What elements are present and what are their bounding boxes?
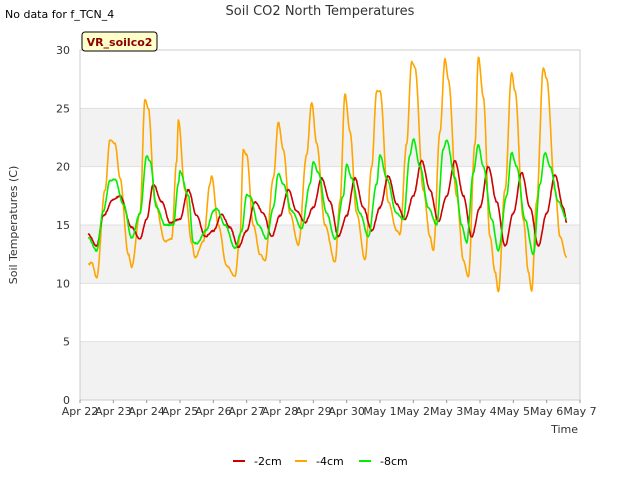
y-tick-label: 5 — [63, 336, 70, 349]
x-tick-label: Apr 24 — [128, 405, 165, 418]
x-tick-label: Apr 22 — [62, 405, 99, 418]
x-tick-label: Apr 28 — [262, 405, 299, 418]
x-tick-label: Apr 27 — [228, 405, 265, 418]
x-tick-label: Apr 30 — [328, 405, 365, 418]
y-tick-label: 20 — [56, 161, 70, 174]
y-tick-label: 15 — [56, 219, 70, 232]
x-tick-label: May 1 — [363, 405, 396, 418]
x-tick-label: Apr 29 — [295, 405, 332, 418]
legend-label: -8cm — [380, 455, 408, 468]
x-tick-label: May 6 — [530, 405, 563, 418]
plot-band — [80, 108, 580, 167]
x-tick-label: May 5 — [497, 405, 530, 418]
y-tick-label: 10 — [56, 277, 70, 290]
vr-badge-box — [81, 31, 158, 52]
x-tick-label: Apr 25 — [162, 405, 199, 418]
plot-band — [80, 225, 580, 284]
chart-title: Soil CO2 North Temperatures — [226, 4, 415, 19]
plot-frame — [79, 49, 581, 401]
y-tick-label: 0 — [63, 394, 70, 407]
y-tick-label: 30 — [56, 44, 70, 57]
no-data-note: No data for f_TCN_4 — [5, 8, 114, 21]
legend: -2cm -4cm -8cm — [233, 455, 408, 468]
x-tick-label: Apr 26 — [195, 405, 232, 418]
series-line-4cmcm — [88, 56, 568, 293]
vr-badge: VR_soilco2 — [81, 31, 158, 52]
x-tick-label: May 2 — [397, 405, 430, 418]
series-layer — [87, 56, 568, 293]
plot-band — [80, 341, 580, 400]
series-line-8cmcm — [87, 138, 568, 256]
series-line-2cmcm — [87, 159, 568, 248]
plot-background — [80, 50, 580, 400]
legend-label: -2cm — [254, 455, 282, 468]
vr-badge-label: VR_soilco2 — [87, 36, 153, 49]
x-tick-label: Apr 23 — [95, 405, 132, 418]
y-axis-label: Soil Temperatures (C) — [7, 166, 20, 285]
y-tick-label: 25 — [56, 102, 70, 115]
x-tick-label: May 4 — [463, 405, 496, 418]
x-tick-label: May 7 — [563, 405, 596, 418]
legend-label: -4cm — [316, 455, 344, 468]
plot-band — [80, 166, 580, 225]
x-axis-label: Time — [550, 423, 578, 436]
plot-band — [80, 283, 580, 342]
plot-band — [80, 50, 580, 109]
x-tick-label: May 3 — [430, 405, 463, 418]
y-axis-ticks: 0 5 10 15 20 25 30 — [56, 44, 70, 407]
